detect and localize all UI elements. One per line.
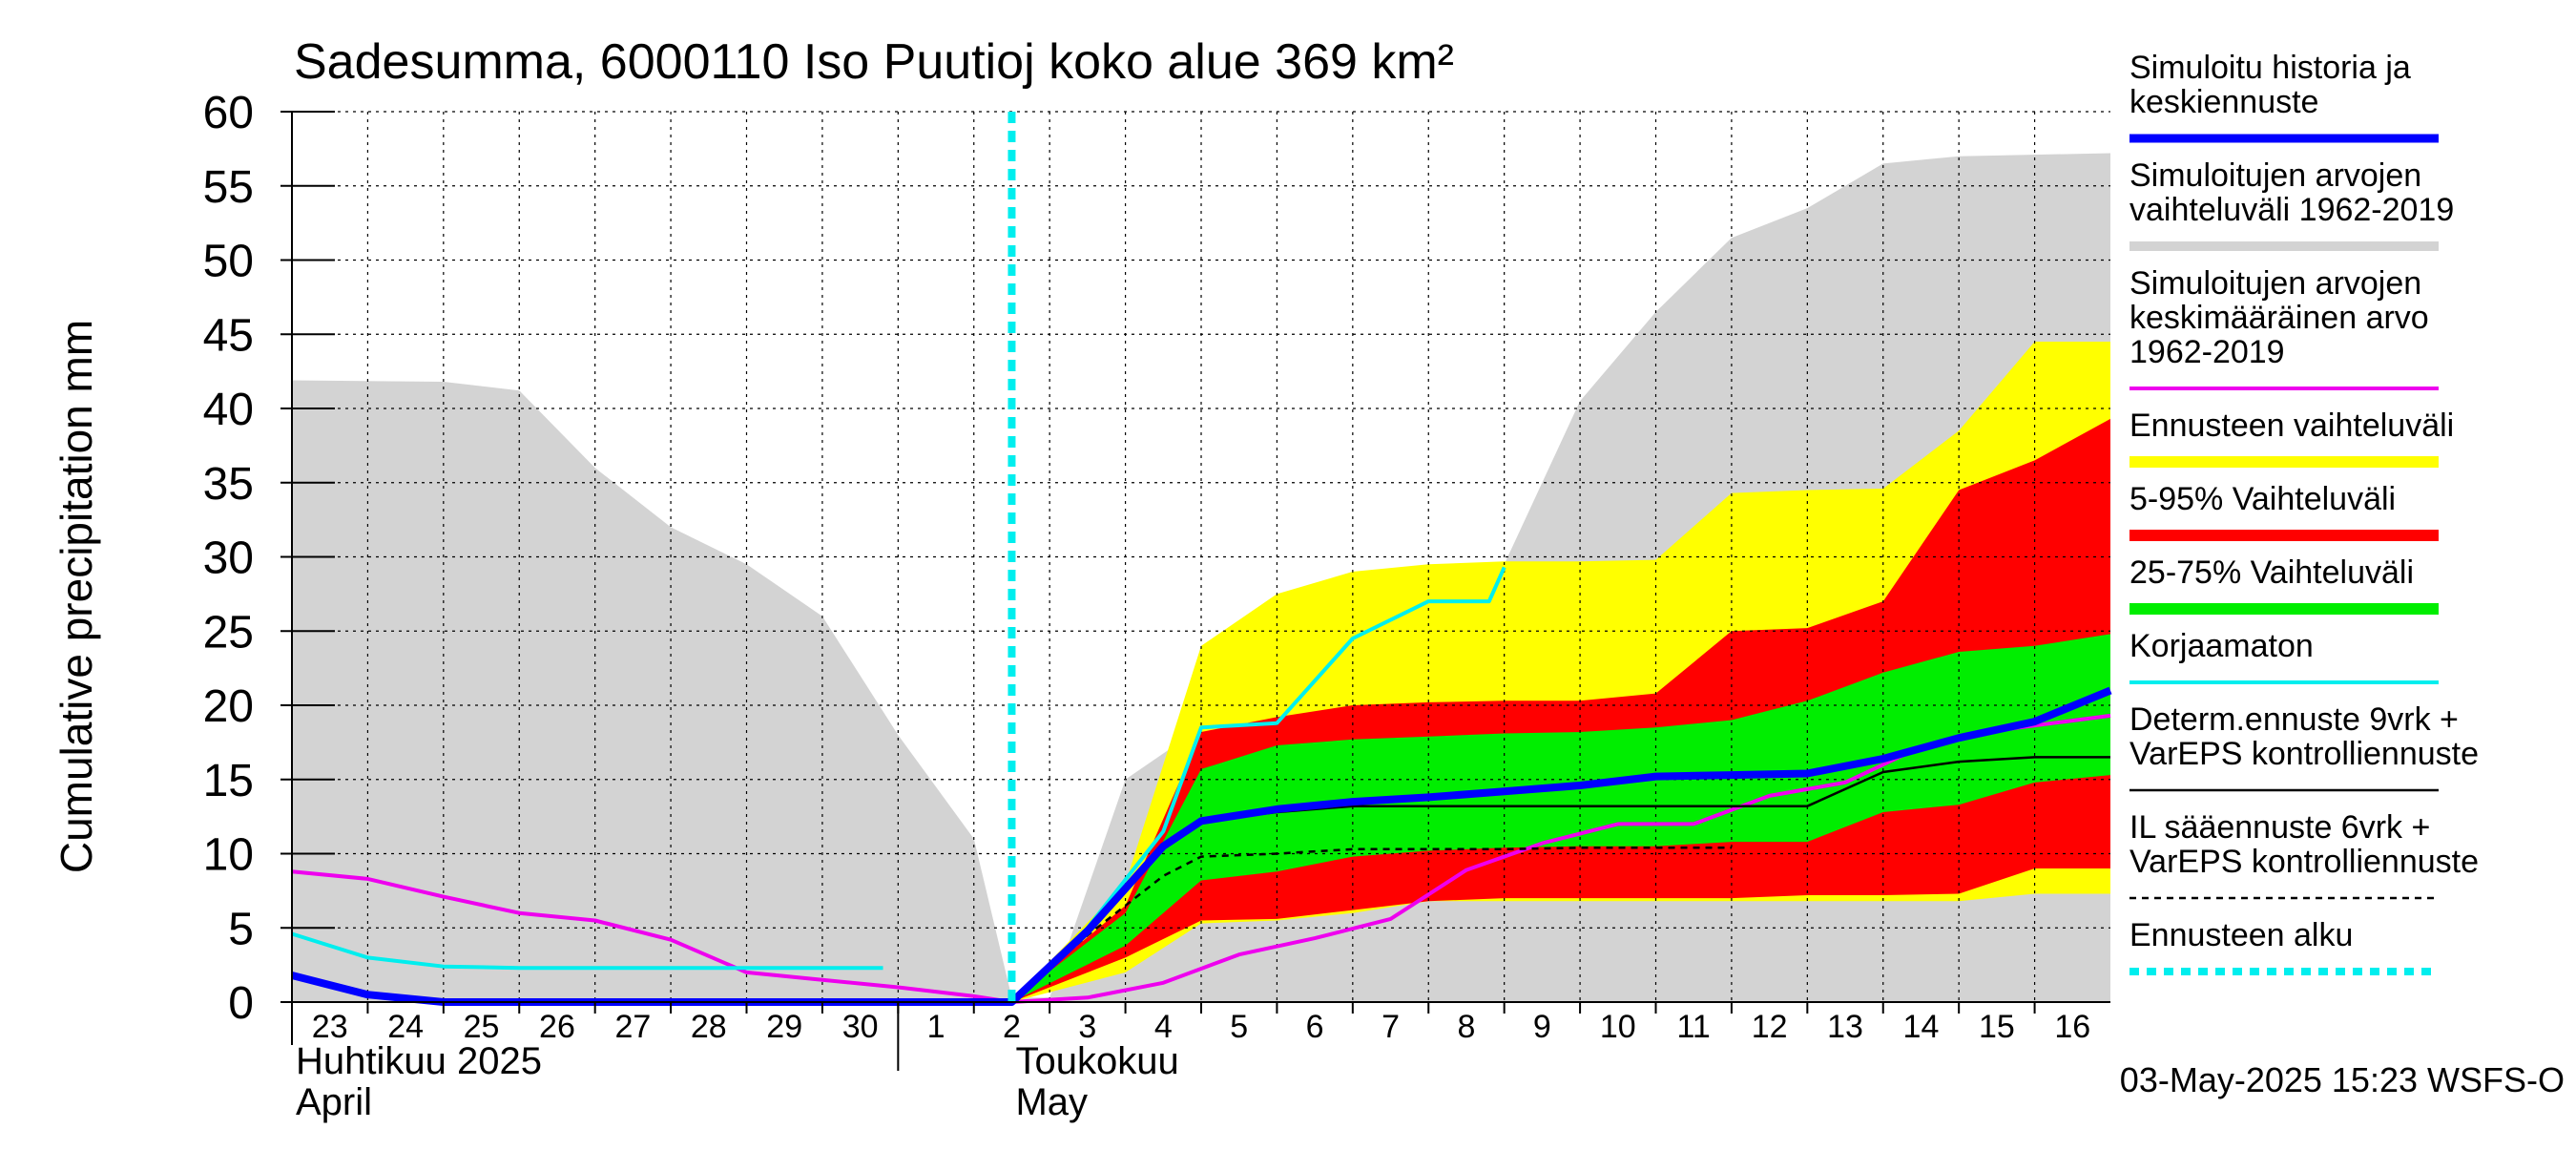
legend-label: VarEPS kontrolliennuste xyxy=(2129,736,2479,772)
legend-label: Ennusteen alku xyxy=(2129,917,2353,953)
grid-layer xyxy=(292,111,2110,1002)
series-layer xyxy=(291,112,2112,1006)
series-il-forecast-line xyxy=(1010,847,1732,1003)
legend-label: IL sääennuste 6vrk + xyxy=(2129,809,2430,846)
y-tick-label: 35 xyxy=(203,459,254,510)
x-tick-label: 7 xyxy=(1381,1009,1400,1045)
y-tick-label: 20 xyxy=(203,681,254,732)
x-tick-label: 24 xyxy=(387,1009,424,1045)
y-tick-label: 60 xyxy=(203,88,254,138)
x-tick-label: 30 xyxy=(842,1009,879,1045)
y-tick-label: 10 xyxy=(203,830,254,881)
x-tick-label: 5 xyxy=(1230,1009,1248,1045)
month-label-english: April xyxy=(296,1081,372,1123)
x-tick-label: 25 xyxy=(464,1009,500,1045)
x-tick-label: 6 xyxy=(1306,1009,1324,1045)
x-tick-label: 15 xyxy=(1979,1009,2015,1045)
x-tick-label: 10 xyxy=(1600,1009,1636,1045)
legend-label: 1962-2019 xyxy=(2129,334,2285,370)
legend-label: 25-75% Vaihteluväli xyxy=(2129,554,2414,591)
y-tick-label: 55 xyxy=(203,162,254,213)
legend-label: Korjaamaton xyxy=(2129,628,2314,664)
y-tick-label: 30 xyxy=(203,533,254,584)
x-tick-label: 9 xyxy=(1533,1009,1551,1045)
legend-label: Ennusteen vaihteluväli xyxy=(2129,408,2454,444)
x-tick-label: 2 xyxy=(1003,1009,1021,1045)
band-p25-75 xyxy=(1011,634,2110,1002)
legend-label: Simuloitujen arvojen xyxy=(2129,265,2421,302)
legend-label: 5-95% Vaihteluväli xyxy=(2129,481,2396,517)
timestamp: 03-May-2025 15:23 WSFS-O xyxy=(2120,1060,2565,1099)
legend-label: Simuloitujen arvojen xyxy=(2129,157,2421,194)
legend-label: vaihteluväli 1962-2019 xyxy=(2129,192,2454,228)
y-tick-label: 50 xyxy=(203,237,254,287)
month-label-english: May xyxy=(1015,1081,1088,1123)
y-tick-label: 25 xyxy=(203,607,254,658)
x-tick-label: 23 xyxy=(312,1009,348,1045)
x-tick-label: 14 xyxy=(1903,1009,1940,1045)
x-tick-label: 28 xyxy=(691,1009,727,1045)
y-tick-label: 5 xyxy=(228,904,254,954)
x-tick-label: 4 xyxy=(1154,1009,1173,1045)
chart-title: Sadesumma, 6000110 Iso Puutioj koko alue… xyxy=(294,34,1454,90)
month-label: Huhtikuu 2025 xyxy=(296,1040,542,1082)
legend-label: Determ.ennuste 9vrk + xyxy=(2129,701,2459,738)
series-uncorrected-line xyxy=(291,931,883,971)
y-tick-label: 0 xyxy=(228,978,254,1029)
legend-label: keskiennuste xyxy=(2129,84,2318,120)
legend-label: keskimääräinen arvo xyxy=(2129,300,2429,336)
x-tick-label: 11 xyxy=(1677,1009,1711,1045)
x-tick-label: 26 xyxy=(539,1009,575,1045)
y-tick-label: 40 xyxy=(203,385,254,435)
series-uncorrected-line xyxy=(1010,566,1506,1004)
x-tick-label: 16 xyxy=(2054,1009,2090,1045)
x-tick-label: 29 xyxy=(766,1009,802,1045)
x-tick-label: 1 xyxy=(927,1009,945,1045)
legend-label: Simuloitu historia ja xyxy=(2129,50,2411,86)
x-tick-label: 8 xyxy=(1457,1009,1475,1045)
month-label: Toukokuu xyxy=(1015,1040,1178,1082)
x-tick-label: 12 xyxy=(1752,1009,1788,1045)
x-tick-label: 27 xyxy=(614,1009,651,1045)
series-hist-mean-line xyxy=(291,713,2111,1004)
legend-label: VarEPS kontrolliennuste xyxy=(2129,844,2479,880)
y-axis-label: Cumulative precipitation mm xyxy=(52,320,101,873)
x-tick-label: 3 xyxy=(1078,1009,1096,1045)
x-tick-label: 13 xyxy=(1827,1009,1863,1045)
y-tick-label: 15 xyxy=(203,756,254,806)
y-tick-label: 45 xyxy=(203,310,254,361)
